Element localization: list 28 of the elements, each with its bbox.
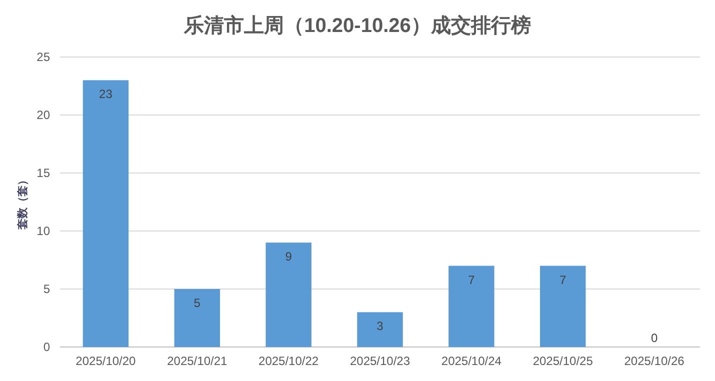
data-label: 9 [285, 250, 292, 264]
x-tick-label: 2025/10/26 [624, 354, 685, 368]
bar [266, 242, 312, 347]
bar [174, 289, 220, 347]
bar [448, 266, 494, 347]
y-tick-label: 0 [43, 340, 50, 354]
x-tick-label: 2025/10/21 [167, 354, 228, 368]
y-tick-label: 25 [36, 50, 50, 64]
y-axis-title: 套数（套） [16, 174, 29, 230]
x-tick-label: 2025/10/20 [76, 354, 136, 368]
y-tick-label: 15 [36, 166, 50, 180]
x-tick-label: 2025/10/23 [350, 354, 410, 368]
bar [82, 80, 129, 347]
x-tick-label: 2025/10/25 [532, 354, 594, 368]
data-label: 7 [560, 272, 567, 287]
y-tick-label: 10 [36, 224, 50, 238]
bar [357, 312, 403, 347]
y-tick-label: 5 [43, 282, 50, 296]
data-label: 5 [194, 296, 201, 310]
data-label: 7 [468, 272, 476, 287]
bar [540, 266, 586, 347]
x-tick-label: 2025/10/22 [258, 354, 319, 368]
y-tick-label: 20 [36, 108, 50, 122]
chart-title: 乐清市上周（10.20-10.26）成交排行榜 [183, 14, 531, 37]
data-label: 0 [650, 331, 658, 345]
data-label: 23 [99, 87, 113, 102]
data-label: 3 [376, 319, 384, 334]
x-tick-label: 2025/10/24 [441, 354, 502, 368]
